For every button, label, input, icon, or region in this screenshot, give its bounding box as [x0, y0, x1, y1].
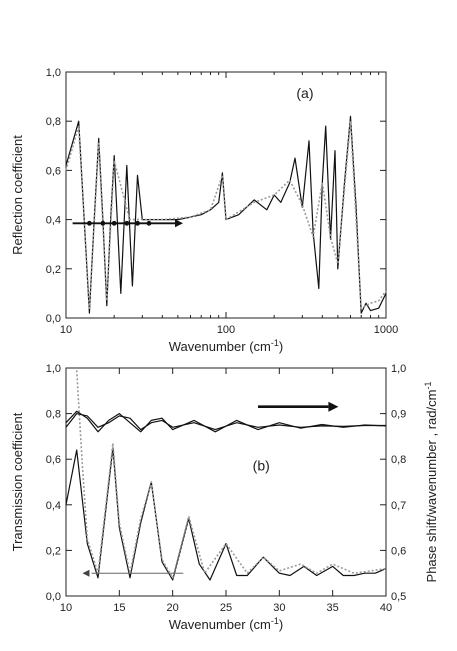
panel-a-series [65, 115, 387, 314]
panel-b-x-tick-label: 25 [220, 602, 232, 614]
panel-a-x-tick-label: 100 [217, 324, 235, 336]
panel-b-right-y-ticks: 0,5 0,6 0,7 0,8 0,9 1,0 [380, 363, 406, 603]
panel-a-arrow-dot [124, 220, 130, 226]
panel-b-annotations [82, 401, 339, 577]
panel-a-arrow-dot [135, 220, 140, 226]
panel-b-y-tick-label: 0,0 [46, 591, 61, 603]
panel-a-arrow-dot [86, 220, 92, 226]
panel-a-arrow-dot [100, 220, 106, 226]
panel-b-x-tick-label: 40 [380, 602, 392, 614]
panel-b-transmission-dotted [75, 370, 387, 579]
panel-a-series-dotted [65, 120, 387, 310]
panel-a-y-tick-label: 1,0 [46, 67, 61, 79]
panel-a-y-tick-label: 0,6 [46, 165, 61, 177]
panel-b-right-y-tick-label: 0,8 [391, 454, 406, 466]
panel-b-phase-series [65, 413, 386, 431]
panel-b-right-y-tick-label: 0,7 [391, 500, 406, 512]
panel-b-x-tick-label: 20 [167, 602, 179, 614]
panel-b-series [65, 370, 387, 581]
panel-b-x-tick-label: 10 [60, 602, 72, 614]
panel-b-y-tick-label: 0,4 [46, 500, 61, 512]
panel-a-y-ticks: 0,0 0,2 0,4 0,6 0,8 1,0 [46, 67, 386, 325]
panel-b-right-y-tick-label: 0,5 [391, 591, 406, 603]
panel-a-y-tick-label: 0,2 [46, 264, 61, 276]
panel-b-y-tick-label: 0,8 [46, 409, 61, 421]
panel-a-x-axis-label: Wavenumber (cm-1) [169, 338, 283, 354]
panel-b-x-tick-label: 30 [273, 602, 285, 614]
panel-b-right-y-axis-label: Phase shift/wavenumber , rad/cm-1 [423, 382, 439, 583]
panel-a-y-axis-label: Reflection coefficient [10, 135, 25, 255]
panel-a-y-tick-label: 0,8 [46, 116, 61, 128]
panel-b-right-arrow-head [328, 401, 339, 412]
panel-b-right-y-tick-label: 0,6 [391, 545, 406, 557]
panel-b-y-tick-label: 0,6 [46, 454, 61, 466]
panel-a-series-solid [65, 115, 387, 314]
panel-b-x-axis-label: Wavenumber (cm-1) [169, 616, 283, 632]
panel-b-plot-frame [65, 367, 387, 597]
panel-b-label: (b) [253, 458, 270, 474]
panel-a-y-tick-label: 0,0 [46, 313, 61, 325]
panel-a-plot-frame [65, 71, 387, 319]
panel-b-y-tick-label: 0,2 [46, 545, 61, 557]
panel-b-y-tick-label: 1,0 [46, 363, 61, 375]
panel-b-chart: 10 15 20 25 30 35 40 0,0 0,2 0,4 0,6 0,8 1,0 0,5 0,6… [10, 363, 439, 632]
panel-b-right-y-tick-label: 1,0 [391, 363, 406, 375]
panel-b-right-y-tick-label: 0,9 [391, 409, 406, 421]
panel-b-transmission-solid [65, 447, 387, 581]
panel-b-x-ticks: 10 15 20 25 30 35 40 [60, 368, 392, 614]
panel-a-arrow-dot [146, 220, 152, 226]
panel-a-annotation [72, 219, 183, 228]
panel-b-y-ticks: 0,0 0,2 0,4 0,6 0,8 1,0 [46, 363, 72, 603]
panel-a-arrow-head [174, 219, 183, 228]
panel-b-x-tick-label: 35 [327, 602, 339, 614]
panel-a-x-tick-label: 10 [60, 324, 72, 336]
panel-b-x-tick-label: 15 [113, 602, 125, 614]
panel-a-label: (a) [296, 85, 313, 101]
panel-b-phase-series [65, 410, 387, 433]
panel-a-x-ticks: 10 100 1000 [60, 72, 398, 336]
panel-b-y-axis-label: Transmission coefficient [10, 412, 25, 551]
panel-b-left-arrow-head [82, 569, 90, 577]
panel-a-y-tick-label: 0,4 [46, 215, 61, 227]
panel-a-arrow-dot [111, 220, 117, 226]
panel-a-x-tick-label: 1000 [374, 324, 398, 336]
panel-a-chart: 10 100 1000 0,0 0,2 0,4 0,6 0,8 1,0 (a) Wavenum… [10, 67, 398, 354]
